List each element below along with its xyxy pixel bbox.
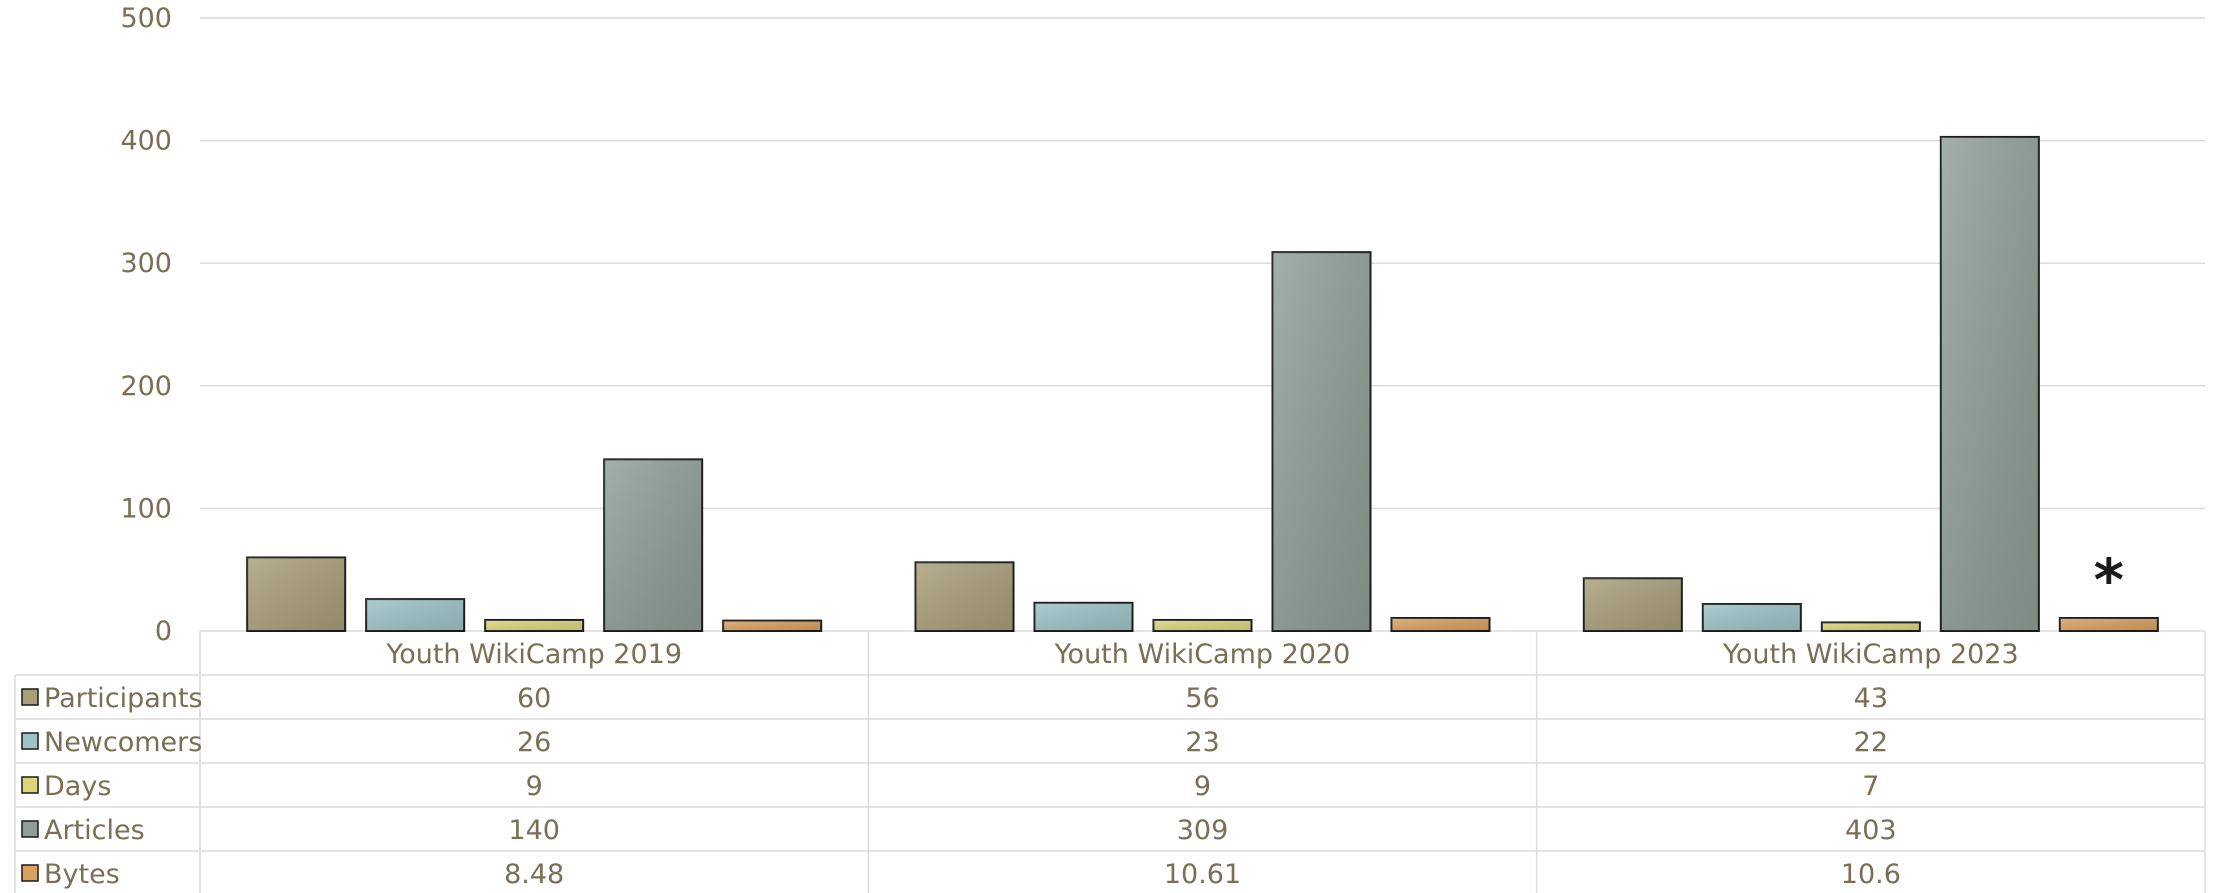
legend-label: Participants [44, 683, 203, 714]
table-cell: 140 [508, 815, 560, 846]
legend-key-newcomers [21, 732, 39, 750]
table-category-header: Youth WikiCamp 2019 [385, 639, 682, 670]
bar-shade [1702, 604, 1801, 631]
bar-participants [1582, 577, 1683, 632]
bar-bytes [2058, 617, 2159, 632]
legend-key-days [21, 776, 39, 794]
legend-label: Articles [44, 815, 145, 846]
legend-key-articles [21, 820, 39, 838]
table-cell: 7 [1862, 771, 1879, 802]
table-cell: 309 [1177, 815, 1229, 846]
bar-shade [485, 619, 584, 631]
table-cell: 22 [1854, 727, 1888, 758]
table-cell: 56 [1185, 683, 1219, 714]
bar-shade [2059, 618, 2158, 631]
y-axis-ticks: 0 100 200 300 400 500 [120, 3, 172, 647]
bar-shade [247, 557, 346, 631]
bars [246, 135, 2159, 633]
y-tick-label: 0 [155, 616, 172, 647]
bar-days [1152, 618, 1253, 633]
bar-articles [603, 458, 704, 632]
legend-label: Bytes [44, 859, 120, 890]
legend-label: Days [44, 771, 111, 802]
bar-shade [723, 620, 822, 631]
y-tick-label: 400 [120, 126, 172, 157]
bar-newcomers [1701, 603, 1802, 633]
table-cell: 9 [1194, 771, 1211, 802]
bar-bytes [1390, 616, 1491, 632]
bar-participants [246, 556, 347, 632]
bar-participants [914, 561, 1015, 632]
y-tick-label: 500 [120, 3, 172, 34]
table-cell: 43 [1854, 683, 1888, 714]
table-cell: 403 [1845, 815, 1897, 846]
table-cell: 23 [1185, 727, 1219, 758]
bar-newcomers [365, 598, 466, 633]
bar-bytes [722, 619, 823, 632]
table-cell: 9 [526, 771, 543, 802]
bar-newcomers [1033, 601, 1134, 633]
bar-shade [1821, 622, 1920, 631]
bar-days [484, 618, 585, 633]
table-cell: 10.61 [1164, 859, 1241, 890]
bar-shade [1583, 578, 1682, 631]
legend-key-bytes [21, 864, 39, 882]
bar-shade [1153, 619, 1252, 631]
table-category-header: Youth WikiCamp 2023 [1722, 639, 2019, 670]
table-category-header: Youth WikiCamp 2020 [1054, 639, 1351, 670]
bar-shade [1272, 252, 1371, 631]
bar-shade [1391, 617, 1490, 631]
bar-articles [1939, 135, 2040, 632]
y-tick-label: 300 [120, 248, 172, 279]
bar-shade [915, 562, 1014, 631]
bar-days [1820, 621, 1921, 633]
table-cell: 8.48 [504, 859, 564, 890]
bar-shade [604, 459, 703, 631]
legend-label: Newcomers [44, 727, 202, 758]
bar-shade [1940, 136, 2039, 631]
legend-key-participants [21, 688, 39, 706]
gridlines [200, 17, 2205, 632]
y-tick-label: 200 [120, 371, 172, 402]
bytes-2023-annotation: * [2094, 546, 2124, 614]
bar-shade [1034, 602, 1133, 631]
bar-shade [366, 599, 465, 631]
table-cell: 10.6 [1841, 859, 1901, 890]
bar-articles [1271, 251, 1372, 633]
table-cell: 60 [517, 683, 551, 714]
table-cell: 26 [517, 727, 551, 758]
y-tick-label: 100 [120, 493, 172, 524]
data-table: Youth WikiCamp 2019 Youth WikiCamp 2020 Yo… [14, 631, 2206, 893]
